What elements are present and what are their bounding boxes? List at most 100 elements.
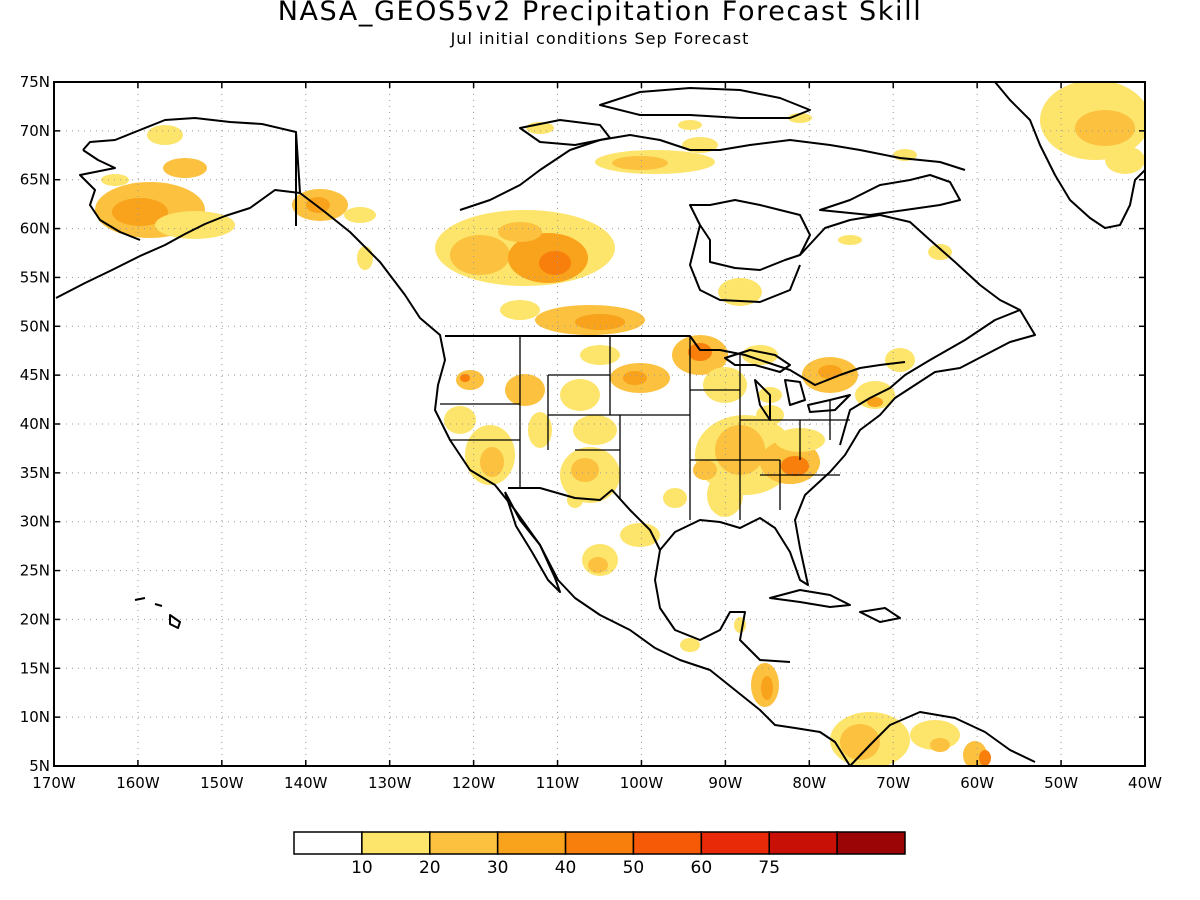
- skill-area: [867, 397, 883, 407]
- coastlines: [55, 82, 1145, 766]
- skill-area: [588, 557, 608, 573]
- skill-area: [663, 488, 687, 508]
- skill-area: [707, 473, 743, 517]
- skill-area: [480, 447, 504, 477]
- skill-area: [460, 374, 470, 382]
- colorbar-swatch: [836, 831, 906, 855]
- colorbar-swatch: [496, 831, 567, 855]
- lon-label: 110W: [536, 774, 580, 792]
- lon-label: 120W: [452, 774, 496, 792]
- skill-area: [818, 365, 842, 379]
- latitude-labels: 75N 70N 65N 60N 55N 50N 45N 40N 35N 30N 25N 20N 15N 1…: [20, 73, 1145, 775]
- lon-label: 80W: [792, 774, 826, 792]
- lon-label: 140W: [284, 774, 328, 792]
- lat-label: 10N: [20, 708, 50, 726]
- lat-label: 20N: [20, 610, 50, 628]
- skill-area: [560, 379, 600, 411]
- skill-area: [840, 724, 880, 760]
- skill-area: [838, 235, 862, 245]
- colorbar-swatch: [564, 831, 635, 855]
- skill-area: [344, 207, 376, 223]
- lat-label: 60N: [20, 220, 50, 238]
- skill-area: [678, 120, 702, 130]
- colorbar-label: 40: [555, 858, 577, 878]
- coastline-ellesmere: [599, 87, 811, 119]
- skill-area: [580, 345, 620, 365]
- skill-area: [1105, 146, 1145, 174]
- coastline-hispaniola: [859, 607, 901, 623]
- lon-label: 170W: [32, 774, 76, 792]
- skill-area: [444, 406, 476, 434]
- skill-area: [575, 314, 625, 330]
- coastline-baffin: [819, 174, 961, 216]
- colorbar-label: 60: [691, 858, 713, 878]
- colorbar-label: 20: [419, 858, 441, 878]
- lon-label: 50W: [1044, 774, 1078, 792]
- coastline-baja: [504, 491, 561, 593]
- skill-area: [623, 371, 647, 385]
- skill-area: [680, 638, 700, 652]
- skill-area: [612, 156, 668, 170]
- skill-area: [539, 251, 571, 275]
- skill-area: [930, 738, 950, 752]
- lat-label: 65N: [20, 171, 50, 189]
- border-us-mexico: [508, 487, 661, 551]
- colorbar-label: 75: [758, 858, 780, 878]
- coastline-greenland: [994, 82, 1145, 229]
- border-us-canada: [445, 335, 906, 386]
- skill-area: [703, 367, 747, 403]
- lat-label: 45N: [20, 366, 50, 384]
- lat-label: 50N: [20, 317, 50, 335]
- skill-area: [718, 278, 762, 306]
- skill-area: [456, 370, 484, 390]
- skill-shading: [95, 82, 1145, 766]
- coastline-alaska-south: [55, 189, 301, 299]
- skill-area: [885, 348, 915, 372]
- lat-label: 25N: [20, 562, 50, 580]
- longitude-labels: 170W 160W 150W 140W 130W 120W 110W 100W 90W 80W 70…: [32, 82, 1162, 792]
- colorbar-swatch: [632, 831, 703, 855]
- lon-label: 70W: [876, 774, 910, 792]
- skill-area: [620, 523, 660, 547]
- coastline-arctic: [459, 134, 966, 211]
- skill-area: [781, 456, 809, 476]
- lat-label: 35N: [20, 464, 50, 482]
- skill-area: [688, 343, 712, 361]
- state-borders: [440, 336, 850, 520]
- skill-area: [573, 415, 617, 445]
- lon-label: 40W: [1128, 774, 1162, 792]
- skill-area: [163, 158, 207, 178]
- skill-area: [979, 750, 991, 766]
- map-title: NASA_GEOS5v2 Precipitation Forecast Skil…: [277, 0, 923, 27]
- colorbar-label: 30: [487, 858, 509, 878]
- colorbar-swatch: [768, 831, 838, 855]
- map-subtitle: Jul initial conditions Sep Forecast: [450, 29, 750, 48]
- coastline-alaska-west: [79, 149, 141, 241]
- skill-area: [928, 244, 952, 260]
- coastline-east: [654, 309, 1036, 766]
- coastline-labrador: [799, 214, 1021, 311]
- lon-label: 60W: [960, 774, 994, 792]
- lon-label: 160W: [116, 774, 160, 792]
- lat-label: 15N: [20, 659, 50, 677]
- lat-label: 30N: [20, 513, 50, 531]
- skill-area: [1075, 110, 1135, 146]
- coastline-cuba: [769, 589, 851, 608]
- skill-area: [571, 458, 599, 482]
- colorbar-swatch: [293, 831, 363, 855]
- lon-label: 100W: [620, 774, 664, 792]
- lon-label: 150W: [200, 774, 244, 792]
- skill-area: [450, 235, 510, 275]
- skill-area: [498, 222, 542, 242]
- coastline-hawaii: [134, 597, 181, 629]
- lon-label: 90W: [708, 774, 742, 792]
- skill-area: [693, 460, 717, 480]
- colorbar: 10 20 30 40 50 60 75: [293, 831, 906, 878]
- lat-label: 40N: [20, 415, 50, 433]
- colorbar-swatch: [700, 831, 770, 855]
- skill-area: [155, 211, 235, 239]
- skill-area: [567, 492, 583, 508]
- colorbar-label: 10: [351, 858, 373, 878]
- lat-label: 75N: [20, 73, 50, 91]
